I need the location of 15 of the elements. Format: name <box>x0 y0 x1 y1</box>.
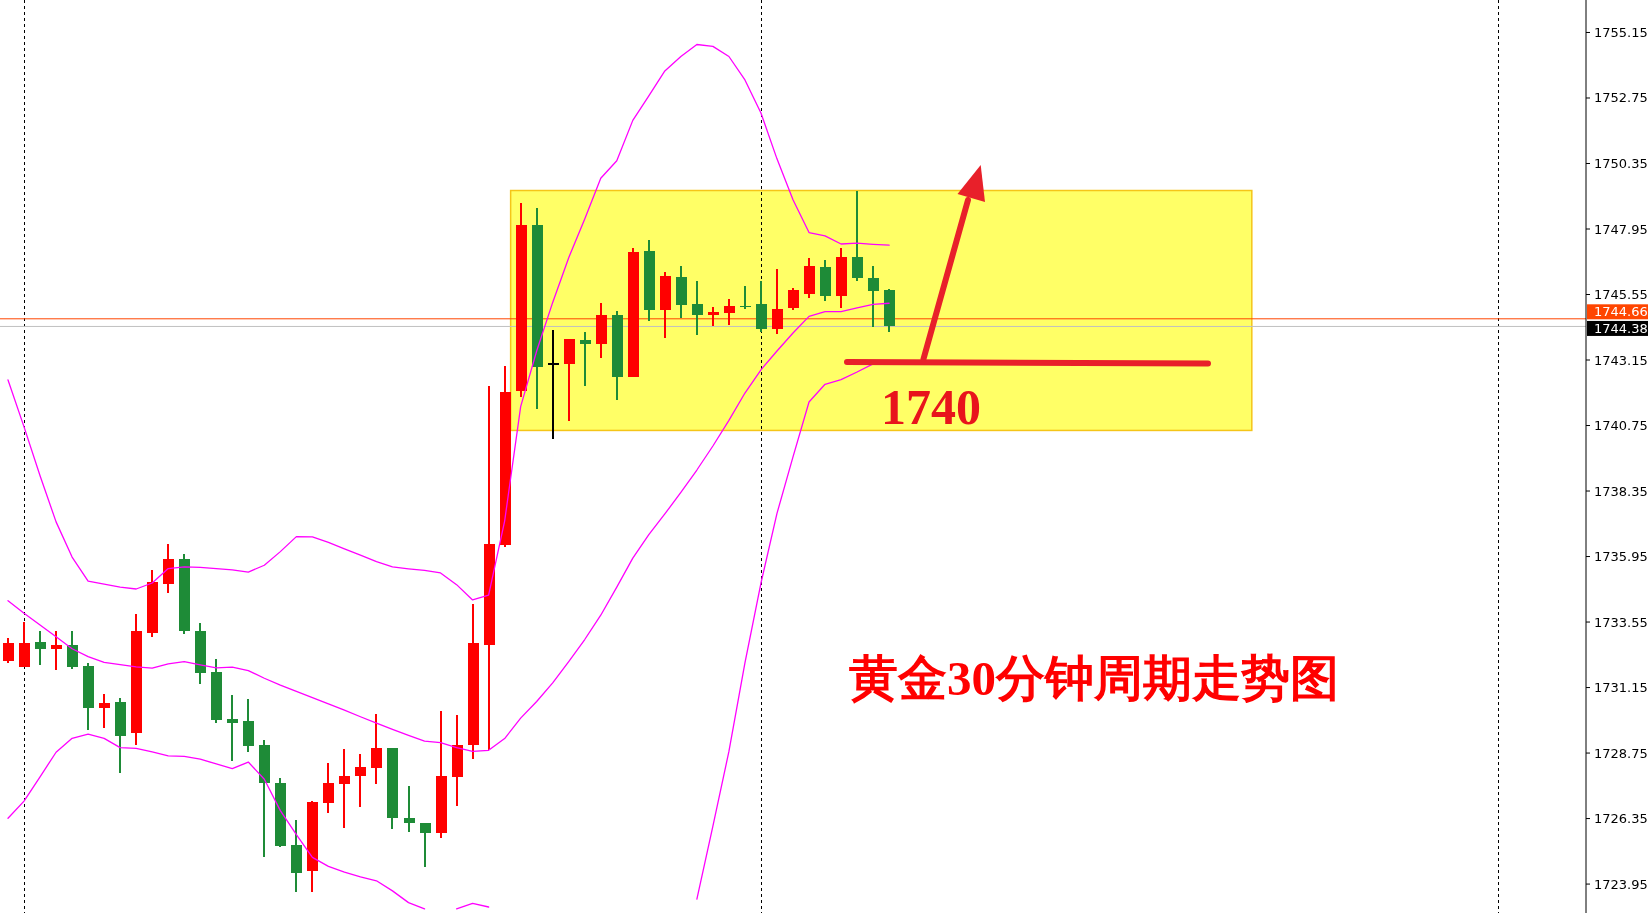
ytick: 1752.75 <box>1594 90 1648 106</box>
ytick: 1731.15 <box>1594 680 1648 696</box>
ytick: 1740.75 <box>1594 418 1648 433</box>
ytick: 1726.35 <box>1594 811 1648 827</box>
ytick: 1743.15 <box>1594 352 1648 368</box>
ytick: 1745.55 <box>1594 287 1648 302</box>
ytick: 1738.35 <box>1594 483 1648 499</box>
ytick: 1733.55 <box>1594 614 1648 630</box>
ytick: 1755.15 <box>1594 25 1648 40</box>
ytick: 1735.95 <box>1594 549 1648 565</box>
ytick: 1747.95 <box>1594 221 1648 237</box>
ytick: 1750.35 <box>1594 156 1648 171</box>
title: 黄金30分钟周期走势图 <box>849 650 1339 706</box>
ytick: 1728.75 <box>1594 745 1648 761</box>
ytick: 1723.95 <box>1594 876 1648 892</box>
